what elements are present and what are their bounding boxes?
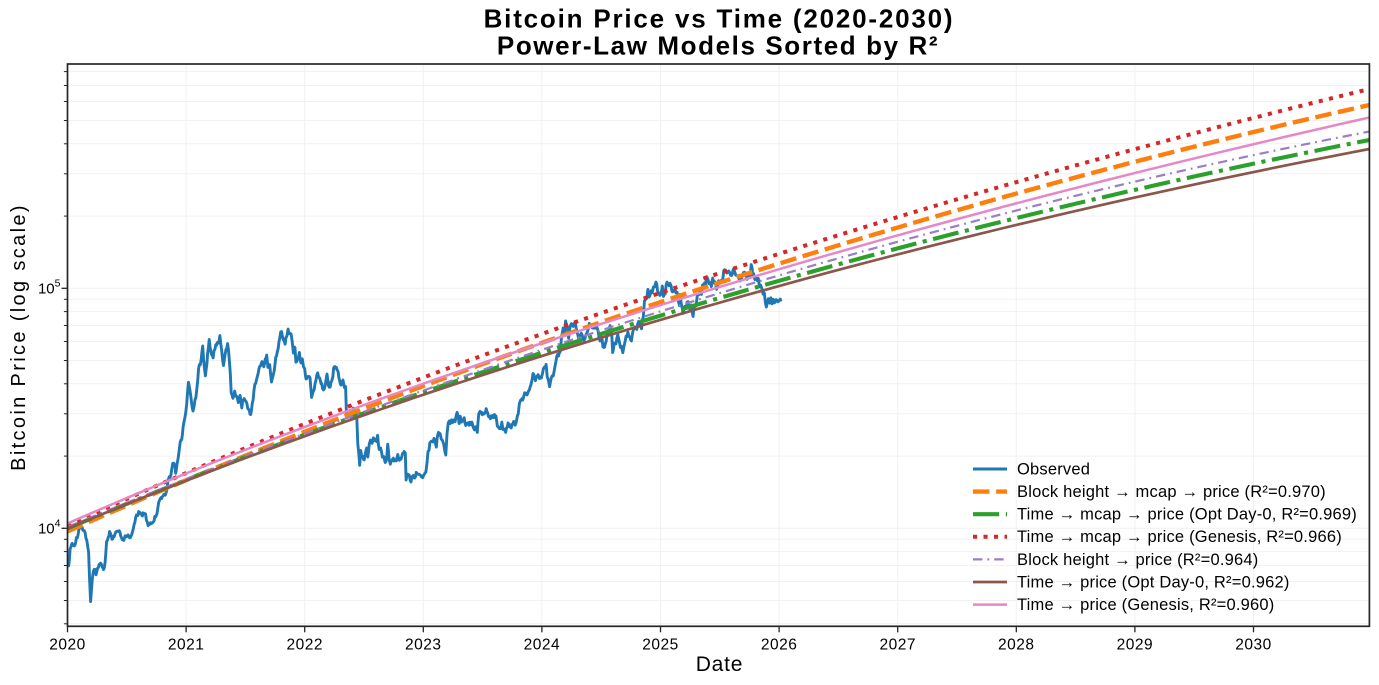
svg-text:2020: 2020 [49,637,85,654]
svg-text:2027: 2027 [879,637,915,654]
svg-text:2021: 2021 [168,637,204,654]
svg-text:Bitcoin Price (log scale): Bitcoin Price (log scale) [8,203,30,471]
svg-text:Block height → mcap → price (R: Block height → mcap → price (R²=0.970) [1017,483,1326,501]
svg-text:Observed: Observed [1017,460,1090,478]
svg-text:2023: 2023 [405,637,441,654]
svg-text:2028: 2028 [998,637,1034,654]
svg-text:2025: 2025 [642,637,678,654]
svg-text:2029: 2029 [1117,637,1153,654]
svg-text:Time → mcap → price (Opt Day-0: Time → mcap → price (Opt Day-0, R²=0.969… [1017,506,1357,524]
svg-text:Bitcoin Price vs Time (2020-20: Bitcoin Price vs Time (2020-2030) [484,4,955,34]
svg-text:2026: 2026 [761,637,797,654]
svg-text:2030: 2030 [1235,637,1271,654]
svg-text:Power-Law Models Sorted by R²: Power-Law Models Sorted by R² [497,31,939,61]
svg-text:Time → price (Opt Day-0, R²=0.: Time → price (Opt Day-0, R²=0.962) [1017,573,1290,591]
svg-text:2024: 2024 [524,637,560,654]
svg-text:Block height → price (R²=0.964: Block height → price (R²=0.964) [1017,551,1258,569]
svg-text:2022: 2022 [286,637,322,654]
svg-text:Time → mcap → price (Genesis,: Time → mcap → price (Genesis, R²=0.966) [1017,528,1342,546]
svg-text:Time → price (Genesis, R²=0.96: Time → price (Genesis, R²=0.960) [1017,596,1275,614]
svg-text:Date: Date [696,653,744,676]
